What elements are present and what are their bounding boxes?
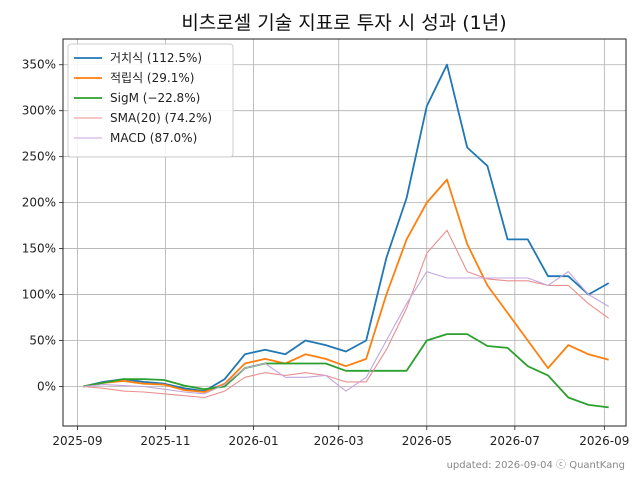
- y-tick-label: 0%: [37, 379, 56, 393]
- y-tick-label: 150%: [22, 242, 56, 256]
- x-tick-label: 2026-09: [579, 434, 629, 448]
- x-tick-label: 2026-07: [490, 434, 540, 448]
- series-line-0: [83, 63, 610, 393]
- x-tick-label: 2026-03: [314, 434, 364, 448]
- x-tick-label: 2026-01: [228, 434, 278, 448]
- plot-area-frame: [62, 38, 627, 427]
- series-line-4: [83, 271, 609, 395]
- legend: 거치식 (112.5%) 적립식 (29.1%) SigM (−22.8%) SMA(…: [67, 43, 234, 158]
- x-tick-label: 2026-05: [402, 434, 452, 448]
- legend-label-1: 적립식 (29.1%): [110, 71, 194, 85]
- series-line-2: [83, 333, 609, 409]
- legend-label-4: MACD (87.0%): [110, 131, 197, 145]
- y-axis: 0% 50% 100% 150% 200% 250% 300% 350%: [22, 58, 63, 393]
- series-lines: [83, 63, 610, 409]
- legend-label-2: SigM (−22.8%): [110, 91, 200, 105]
- legend-box: [67, 43, 234, 158]
- y-tick-label: 300%: [22, 104, 56, 118]
- chart-title: 비츠로셀 기술 지표로 투자 시 성과 (1년): [181, 12, 506, 34]
- y-tick-label: 50%: [29, 334, 56, 348]
- chart-footer: updated: 2026-09-04 ⓒ QuantKang: [447, 459, 625, 471]
- series-line-1: [83, 178, 609, 393]
- y-tick-label: 250%: [22, 150, 56, 164]
- series-line-3: [83, 229, 610, 399]
- x-tick-label: 2025-09: [52, 434, 102, 448]
- y-tick-label: 350%: [22, 58, 56, 72]
- y-tick-label: 200%: [22, 196, 56, 210]
- legend-label-3: SMA(20) (74.2%): [110, 111, 212, 125]
- legend-label-0: 거치식 (112.5%): [110, 51, 202, 65]
- x-tick-label: 2025-11: [140, 434, 190, 448]
- x-axis: 2025-09 2025-11 2026-01 2026-03 2026-05 2026-…: [52, 426, 629, 448]
- y-tick-label: 100%: [22, 288, 56, 302]
